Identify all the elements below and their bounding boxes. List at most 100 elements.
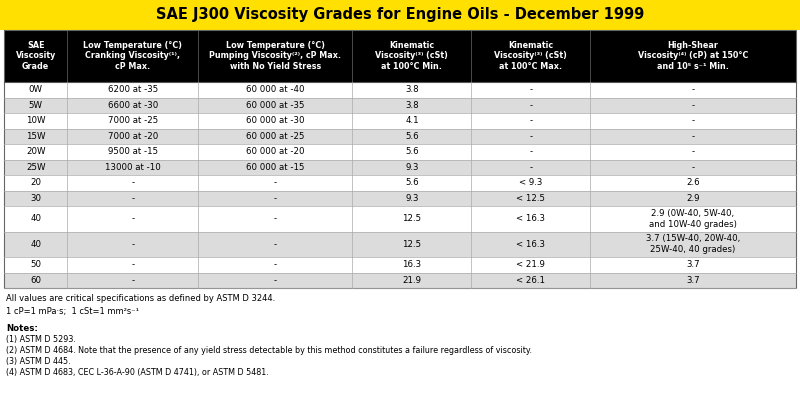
Text: -: -	[131, 260, 134, 269]
Text: -: -	[131, 214, 134, 223]
Text: 20: 20	[30, 178, 41, 187]
Text: -: -	[529, 132, 532, 141]
Text: 20W: 20W	[26, 147, 46, 156]
Text: 3.8: 3.8	[405, 85, 418, 94]
Bar	[0, 0, 800, 30]
Text: 60 000 at -15: 60 000 at -15	[246, 163, 305, 172]
Text: -: -	[529, 147, 532, 156]
Text: -: -	[691, 101, 694, 110]
Bar	[4, 232, 796, 257]
Text: 3.7: 3.7	[686, 276, 700, 285]
Text: Low Temperature (°C)
Pumping Viscosity⁽²⁾, cP Max.
with No Yield Stress: Low Temperature (°C) Pumping Viscosity⁽²…	[210, 41, 342, 71]
Bar	[4, 206, 796, 232]
Text: 60 000 at -40: 60 000 at -40	[246, 85, 305, 94]
Text: 1 cP=1 mPa·s;  1 cSt=1 mm²s⁻¹: 1 cP=1 mPa·s; 1 cSt=1 mm²s⁻¹	[6, 307, 139, 316]
Text: -: -	[274, 214, 277, 223]
Text: Notes:: Notes:	[6, 324, 38, 333]
Text: 6200 at -35: 6200 at -35	[107, 85, 158, 94]
Text: 13000 at -10: 13000 at -10	[105, 163, 161, 172]
Bar	[4, 128, 796, 144]
Text: 5.6: 5.6	[405, 132, 418, 141]
Text: 2.9 (0W-40, 5W-40,
and 10W-40 grades): 2.9 (0W-40, 5W-40, and 10W-40 grades)	[649, 209, 737, 229]
Text: 60 000 at -20: 60 000 at -20	[246, 147, 305, 156]
Text: (2) ASTM D 4684. Note that the presence of any yield stress detectable by this m: (2) ASTM D 4684. Note that the presence …	[6, 346, 532, 355]
Text: 40: 40	[30, 214, 41, 223]
Bar	[4, 273, 796, 288]
Text: -: -	[131, 240, 134, 249]
Text: -: -	[529, 85, 532, 94]
Bar	[4, 98, 796, 113]
Text: -: -	[691, 85, 694, 94]
Text: 3.7: 3.7	[686, 260, 700, 269]
Bar	[4, 190, 796, 206]
Text: < 16.3: < 16.3	[516, 214, 545, 223]
Text: SAE
Viscosity
Grade: SAE Viscosity Grade	[15, 41, 56, 71]
Text: 25W: 25W	[26, 163, 46, 172]
Text: -: -	[131, 194, 134, 203]
Text: 12.5: 12.5	[402, 214, 422, 223]
Text: 5.6: 5.6	[405, 147, 418, 156]
Text: 9.3: 9.3	[405, 163, 418, 172]
Text: -: -	[274, 178, 277, 187]
Text: < 12.5: < 12.5	[516, 194, 545, 203]
Text: -: -	[529, 116, 532, 125]
Text: 5.6: 5.6	[405, 178, 418, 187]
Text: -: -	[274, 276, 277, 285]
Text: -: -	[691, 116, 694, 125]
Text: -: -	[529, 163, 532, 172]
Text: 30: 30	[30, 194, 41, 203]
Text: -: -	[274, 240, 277, 249]
Text: (1) ASTM D 5293.: (1) ASTM D 5293.	[6, 335, 76, 344]
Text: -: -	[691, 132, 694, 141]
Text: 5W: 5W	[29, 101, 42, 110]
Text: 12.5: 12.5	[402, 240, 422, 249]
Text: 60 000 at -30: 60 000 at -30	[246, 116, 305, 125]
Text: 60 000 at -25: 60 000 at -25	[246, 132, 305, 141]
Text: 16.3: 16.3	[402, 260, 422, 269]
Text: 2.6: 2.6	[686, 178, 700, 187]
Text: SAE J300 Viscosity Grades for Engine Oils - December 1999: SAE J300 Viscosity Grades for Engine Oil…	[156, 8, 644, 23]
Text: (4) ASTM D 4683, CEC L-36-A-90 (ASTM D 4741), or ASTM D 5481.: (4) ASTM D 4683, CEC L-36-A-90 (ASTM D 4…	[6, 368, 269, 377]
Text: 21.9: 21.9	[402, 276, 422, 285]
Text: 9500 at -15: 9500 at -15	[108, 147, 158, 156]
Text: Kinematic
Viscosity⁽³⁾ (cSt)
at 100°C Min.: Kinematic Viscosity⁽³⁾ (cSt) at 100°C Mi…	[375, 41, 448, 71]
Bar	[4, 257, 796, 273]
Text: (3) ASTM D 445.: (3) ASTM D 445.	[6, 357, 70, 366]
Bar	[4, 30, 796, 82]
Bar	[4, 160, 796, 175]
Text: < 21.9: < 21.9	[516, 260, 545, 269]
Text: -: -	[274, 260, 277, 269]
Text: 0W: 0W	[29, 85, 42, 94]
Text: 60 000 at -35: 60 000 at -35	[246, 101, 305, 110]
Text: 4.1: 4.1	[405, 116, 418, 125]
Text: 40: 40	[30, 240, 41, 249]
Text: 15W: 15W	[26, 132, 46, 141]
Text: < 16.3: < 16.3	[516, 240, 545, 249]
Text: -: -	[274, 194, 277, 203]
Text: -: -	[691, 163, 694, 172]
Text: -: -	[691, 147, 694, 156]
Text: 9.3: 9.3	[405, 194, 418, 203]
Text: 7000 at -25: 7000 at -25	[107, 116, 158, 125]
Text: 7000 at -20: 7000 at -20	[107, 132, 158, 141]
Text: 10W: 10W	[26, 116, 46, 125]
Text: < 26.1: < 26.1	[516, 276, 545, 285]
Bar	[4, 113, 796, 128]
Text: -: -	[131, 178, 134, 187]
Text: All values are critical specifications as defined by ASTM D 3244.: All values are critical specifications a…	[6, 294, 275, 303]
Text: 2.9: 2.9	[686, 194, 700, 203]
Text: -: -	[529, 101, 532, 110]
Text: < 9.3: < 9.3	[519, 178, 542, 187]
Text: 6600 at -30: 6600 at -30	[107, 101, 158, 110]
Text: Kinematic
Viscosity⁽³⁾ (cSt)
at 100°C Max.: Kinematic Viscosity⁽³⁾ (cSt) at 100°C Ma…	[494, 41, 567, 71]
Text: -: -	[131, 276, 134, 285]
Bar	[4, 175, 796, 190]
Text: 50: 50	[30, 260, 41, 269]
Bar	[4, 30, 796, 288]
Bar	[4, 144, 796, 160]
Text: 3.7 (15W-40, 20W-40,
25W-40, 40 grades): 3.7 (15W-40, 20W-40, 25W-40, 40 grades)	[646, 234, 740, 254]
Text: 60: 60	[30, 276, 41, 285]
Bar	[4, 82, 796, 98]
Text: Low Temperature (°C)
Cranking Viscosity⁽¹⁾,
cP Max.: Low Temperature (°C) Cranking Viscosity⁽…	[83, 41, 182, 71]
Text: High-Shear
Viscosity⁽⁴⁾ (cP) at 150°C
and 10⁵ s⁻¹ Min.: High-Shear Viscosity⁽⁴⁾ (cP) at 150°C an…	[638, 41, 748, 71]
